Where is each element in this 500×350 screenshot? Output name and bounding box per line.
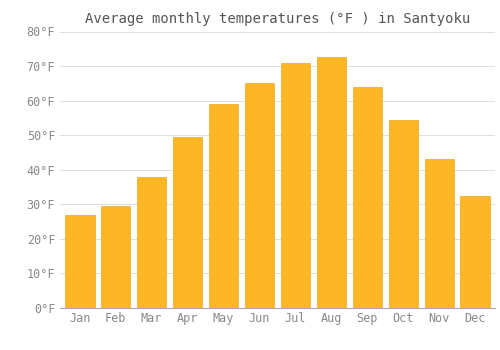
Bar xyxy=(460,196,490,308)
Bar xyxy=(65,215,94,308)
Bar xyxy=(245,83,274,308)
Bar xyxy=(352,87,382,308)
Bar xyxy=(209,104,238,308)
Bar xyxy=(280,63,310,308)
Bar xyxy=(388,120,418,308)
Bar xyxy=(173,137,203,308)
Title: Average monthly temperatures (°F ) in Santyoku: Average monthly temperatures (°F ) in Sa… xyxy=(85,12,470,26)
Bar xyxy=(424,159,454,308)
Bar xyxy=(101,206,130,308)
Bar xyxy=(316,57,346,308)
Bar xyxy=(137,177,166,308)
